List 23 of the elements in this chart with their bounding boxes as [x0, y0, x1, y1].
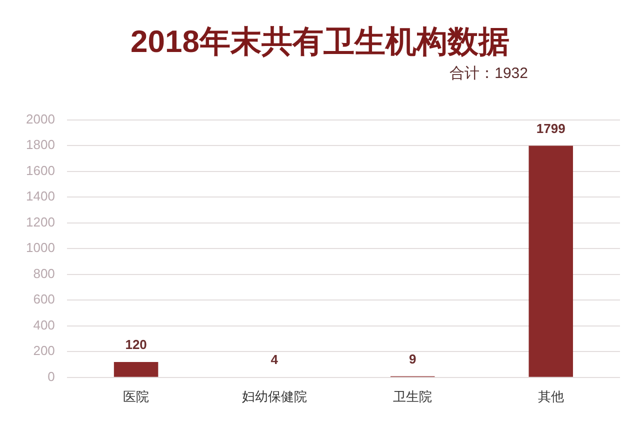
y-tick-label: 0	[48, 368, 55, 384]
chart-title: 2018年末共有卫生机构数据	[130, 23, 510, 61]
y-tick-label: 200	[33, 343, 55, 358]
y-tick-label: 1600	[26, 162, 55, 178]
y-tick-label: 1400	[26, 188, 55, 204]
x-tick-label: 其他	[538, 388, 564, 404]
y-tick-label: 1200	[26, 214, 55, 230]
data-label: 9	[408, 351, 416, 366]
y-tick-label: 600	[33, 292, 55, 307]
chart-subtitle: 合计：1932	[450, 64, 528, 84]
bar	[528, 146, 573, 377]
y-tick-label: 1800	[26, 137, 55, 152]
y-tick-label: 400	[33, 317, 55, 332]
data-label: 4	[270, 352, 279, 367]
x-tick-label: 医院	[123, 388, 150, 404]
data-label: 1799	[536, 120, 566, 136]
y-tick-label: 800	[33, 266, 55, 281]
y-tick-label: 2000	[26, 111, 55, 126]
bar	[114, 362, 158, 377]
data-label: 120	[125, 337, 147, 352]
x-tick-label: 妇幼保健院	[242, 388, 307, 404]
x-tick-label: 卫生院	[393, 388, 432, 404]
y-tick-label: 1000	[26, 240, 55, 256]
